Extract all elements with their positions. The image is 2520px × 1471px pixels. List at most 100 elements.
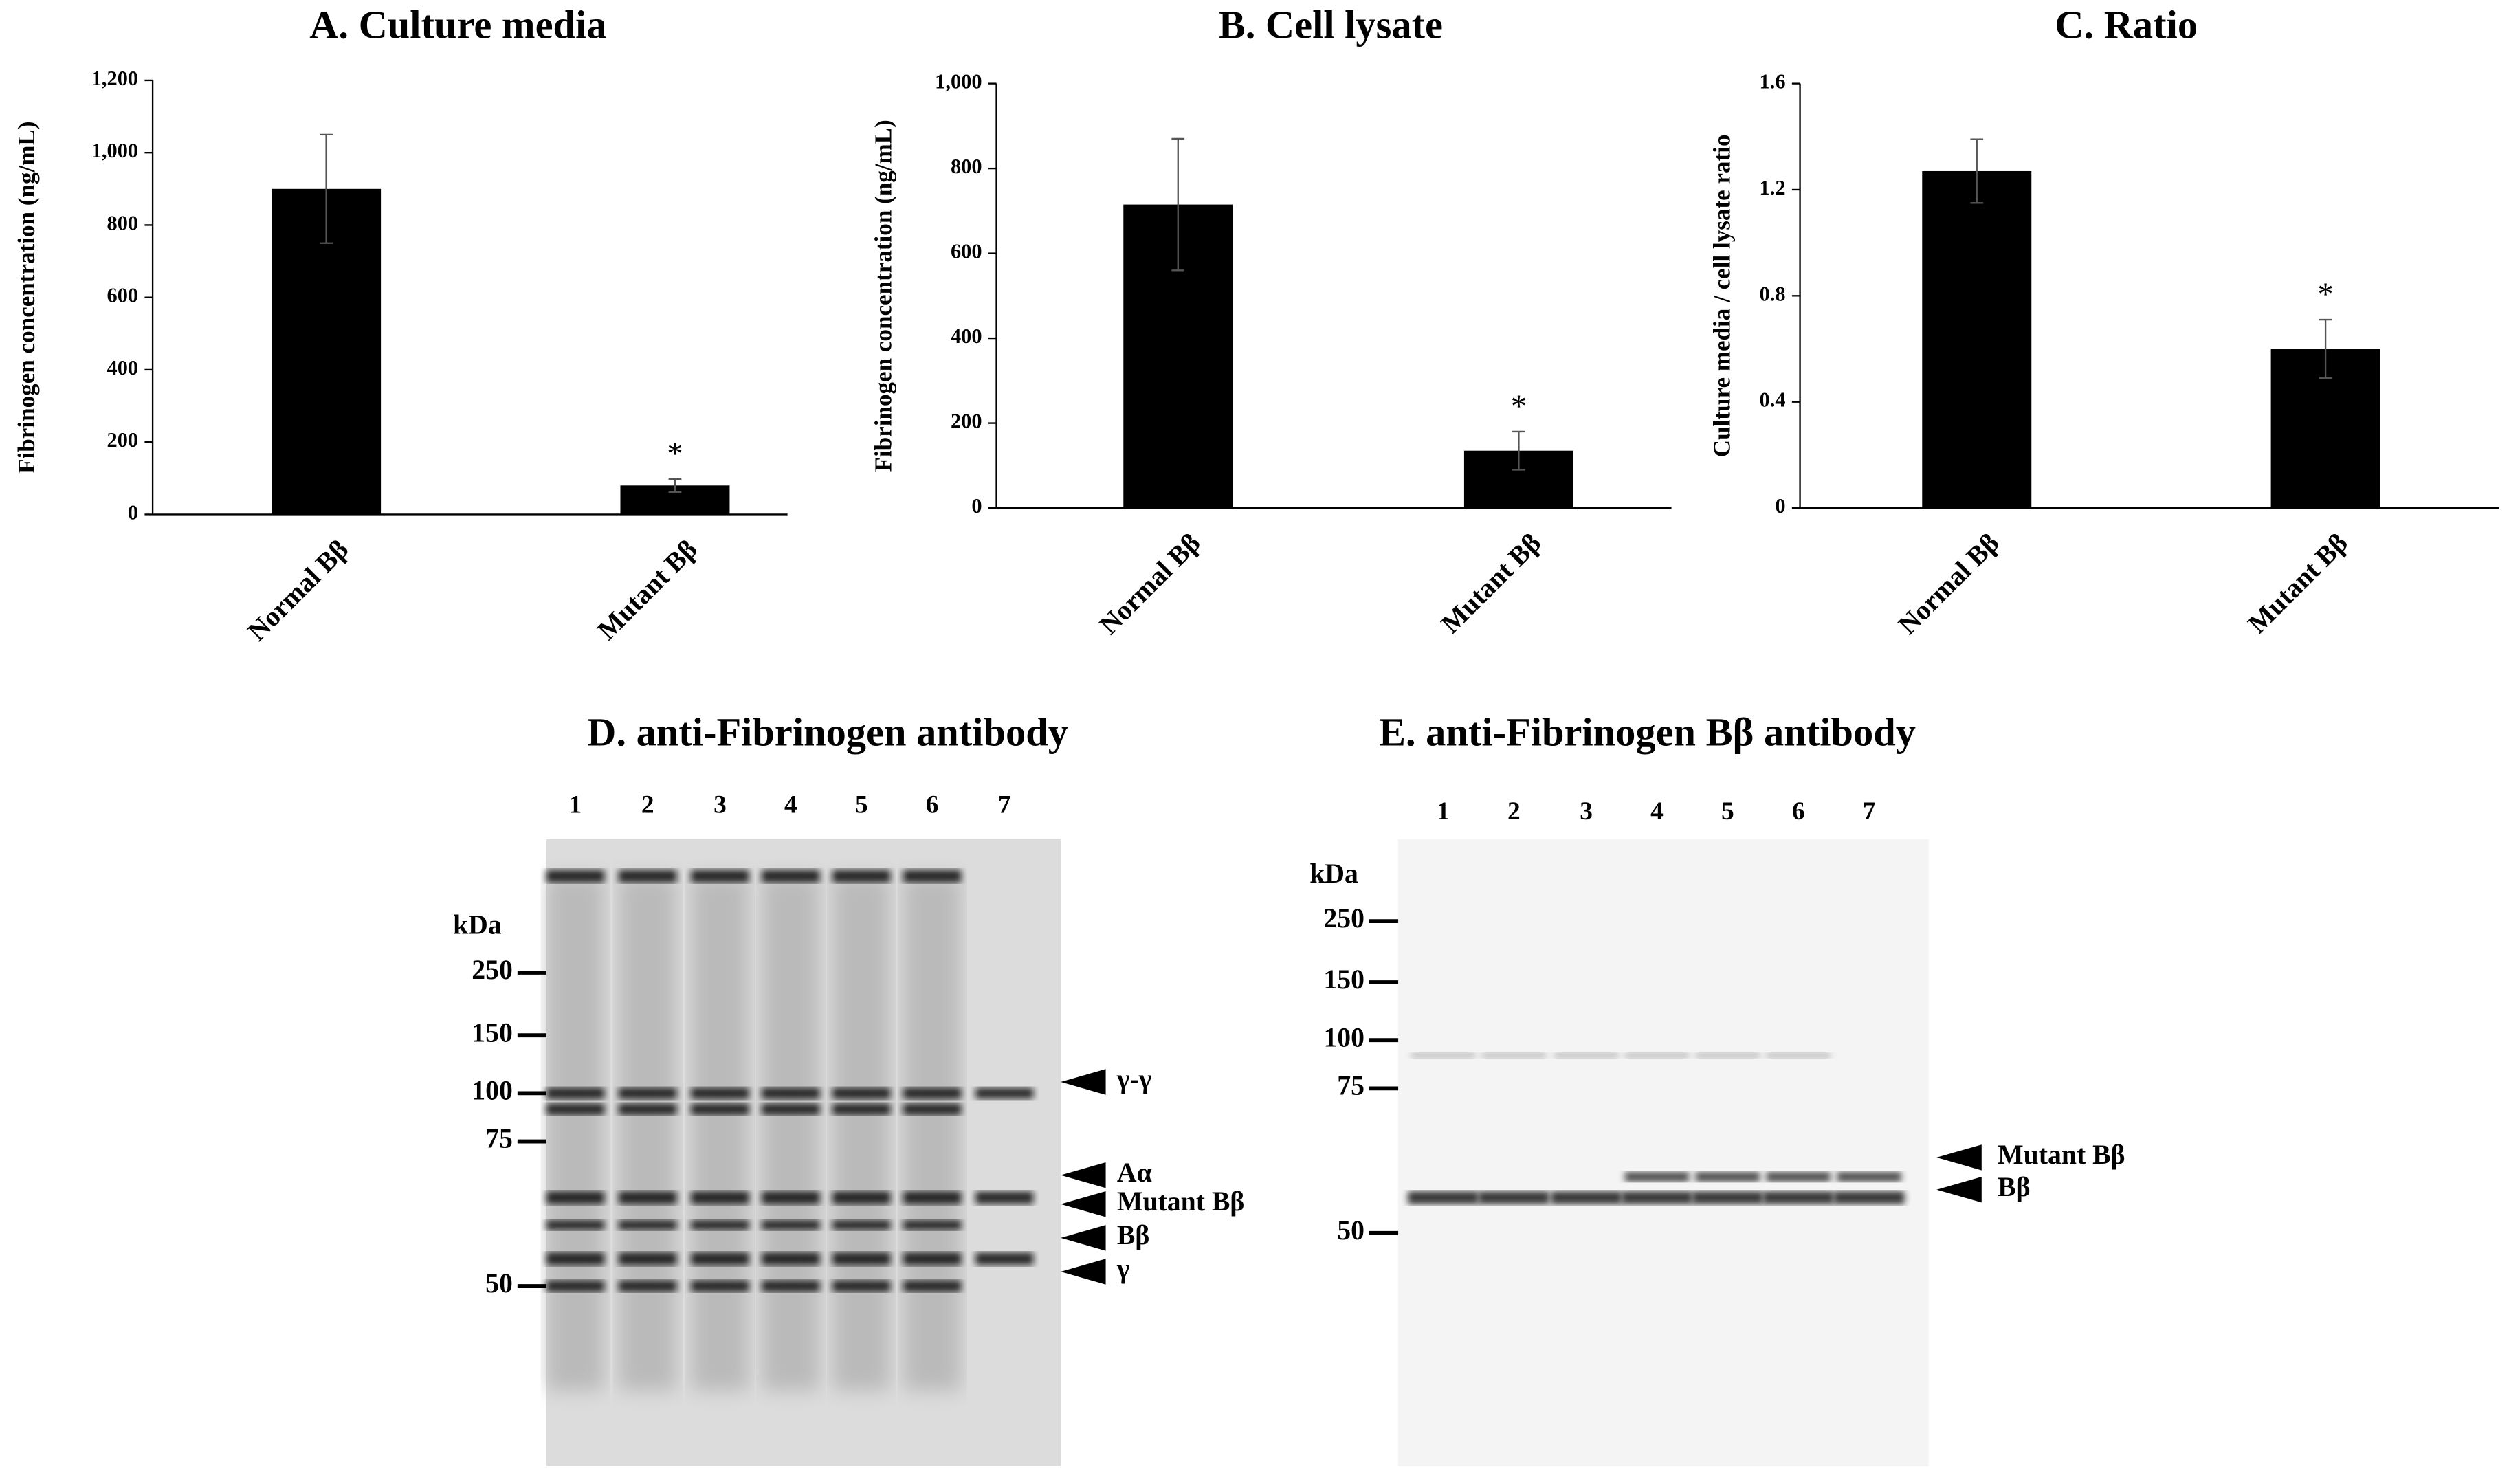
y-tick-label: 0.8 bbox=[1760, 282, 1786, 305]
y-tick-label: 600 bbox=[107, 284, 139, 307]
band bbox=[762, 1280, 820, 1292]
band bbox=[619, 1280, 677, 1292]
y-tick-label: 400 bbox=[951, 324, 982, 348]
y-tick-label: 0 bbox=[1775, 494, 1785, 518]
y-tick-label: 0 bbox=[128, 500, 138, 524]
y-tick-label: 1.6 bbox=[1760, 70, 1786, 93]
band bbox=[1408, 1191, 1479, 1204]
band bbox=[691, 1103, 749, 1115]
marker-label: 100 bbox=[472, 1076, 513, 1106]
y-axis-label: Fibrinogen concentration (ng/mL) bbox=[870, 120, 896, 472]
band bbox=[832, 1220, 891, 1230]
bar bbox=[1922, 170, 2032, 509]
arrowhead bbox=[1061, 1069, 1106, 1095]
band bbox=[546, 1220, 605, 1230]
band bbox=[762, 1087, 820, 1099]
band bbox=[903, 1191, 962, 1204]
band bbox=[762, 870, 820, 883]
chart-title: C. Ratio bbox=[2055, 3, 2198, 47]
marker-label: 150 bbox=[472, 1017, 513, 1048]
y-axis-label: Fibrinogen concentration (ng/mL) bbox=[13, 121, 40, 473]
y-axis-label: Culture media / cell lysate ratio bbox=[1709, 134, 1736, 457]
band bbox=[832, 1103, 891, 1115]
lane-smear bbox=[619, 876, 677, 1391]
band bbox=[1551, 1191, 1622, 1204]
significance-mark: * bbox=[667, 436, 683, 472]
band bbox=[546, 1191, 605, 1204]
band bbox=[832, 1191, 891, 1204]
y-tick-label: 800 bbox=[951, 155, 982, 178]
band bbox=[691, 1220, 749, 1230]
band-label: Mutant Bβ bbox=[1117, 1186, 1244, 1217]
lane-label: 7 bbox=[998, 791, 1011, 819]
arrowhead bbox=[1061, 1191, 1106, 1217]
x-tick-label: Normal Bβ bbox=[242, 534, 355, 647]
band bbox=[975, 1191, 1034, 1204]
y-tick-label: 1.2 bbox=[1760, 176, 1786, 199]
band bbox=[546, 1103, 605, 1115]
blot-title: D. anti-Fibrinogen antibody bbox=[587, 710, 1068, 755]
band bbox=[1478, 1191, 1549, 1204]
band bbox=[903, 1220, 962, 1230]
x-tick-label: Mutant Bβ bbox=[2242, 528, 2354, 639]
band bbox=[691, 1087, 749, 1099]
marker-label: 75 bbox=[1337, 1070, 1364, 1101]
band bbox=[619, 870, 677, 883]
marker-label: 100 bbox=[1323, 1022, 1364, 1052]
band bbox=[691, 1280, 749, 1292]
y-tick-label: 1,200 bbox=[91, 67, 138, 90]
lane-label: 2 bbox=[1507, 797, 1521, 826]
y-tick-label: 800 bbox=[107, 211, 139, 234]
arrowhead bbox=[1936, 1177, 1982, 1203]
lane-smear bbox=[546, 876, 605, 1391]
chart-title: B. Cell lysate bbox=[1219, 3, 1443, 47]
band bbox=[903, 1087, 962, 1099]
kda-label: kDa bbox=[1309, 859, 1358, 889]
marker-label: 50 bbox=[485, 1268, 513, 1298]
error-bar bbox=[668, 478, 682, 493]
band bbox=[619, 1252, 677, 1265]
error-bar bbox=[1970, 138, 1984, 204]
band bbox=[619, 1087, 677, 1099]
band-label: Mutant Bβ bbox=[1998, 1140, 2125, 1170]
lane-label: 4 bbox=[1650, 797, 1664, 826]
y-tick-label: 0.4 bbox=[1760, 388, 1786, 412]
band-label: γ-γ bbox=[1116, 1064, 1152, 1094]
band bbox=[546, 1280, 605, 1292]
x-tick-label: Mutant Bβ bbox=[1435, 528, 1547, 639]
band-label: Bβ bbox=[1998, 1172, 2030, 1202]
lane-smear bbox=[762, 876, 820, 1391]
gel bbox=[1398, 839, 1929, 1466]
band bbox=[903, 870, 962, 883]
band bbox=[1554, 1052, 1619, 1058]
chart-title: A. Culture media bbox=[309, 3, 606, 47]
lane-smear bbox=[691, 876, 749, 1391]
band bbox=[1766, 1052, 1831, 1058]
arrowhead bbox=[1061, 1259, 1106, 1285]
y-tick-label: 600 bbox=[951, 240, 982, 263]
band bbox=[762, 1191, 820, 1204]
band bbox=[1837, 1171, 1901, 1182]
band bbox=[762, 1220, 820, 1230]
band bbox=[762, 1252, 820, 1265]
arrowhead bbox=[1061, 1162, 1106, 1188]
y-tick-label: 1,000 bbox=[91, 139, 138, 162]
lane-label: 3 bbox=[714, 791, 727, 819]
x-tick-label: Normal Bβ bbox=[1892, 528, 2005, 641]
band bbox=[1695, 1171, 1760, 1182]
x-tick-label: Normal Bβ bbox=[1094, 528, 1206, 641]
band bbox=[691, 1191, 749, 1204]
band bbox=[1695, 1052, 1760, 1058]
x-tick-label: Mutant Bβ bbox=[592, 534, 703, 645]
band bbox=[762, 1103, 820, 1115]
lane-label: 1 bbox=[1437, 797, 1450, 826]
band bbox=[1622, 1191, 1692, 1204]
band bbox=[1624, 1052, 1690, 1058]
lane-label: 6 bbox=[1792, 797, 1805, 826]
band bbox=[1766, 1171, 1831, 1182]
lane-label: 5 bbox=[855, 791, 868, 819]
band bbox=[903, 1252, 962, 1265]
band-label: Aα bbox=[1117, 1158, 1152, 1188]
band bbox=[619, 1103, 677, 1115]
lane-label: 2 bbox=[641, 791, 654, 819]
